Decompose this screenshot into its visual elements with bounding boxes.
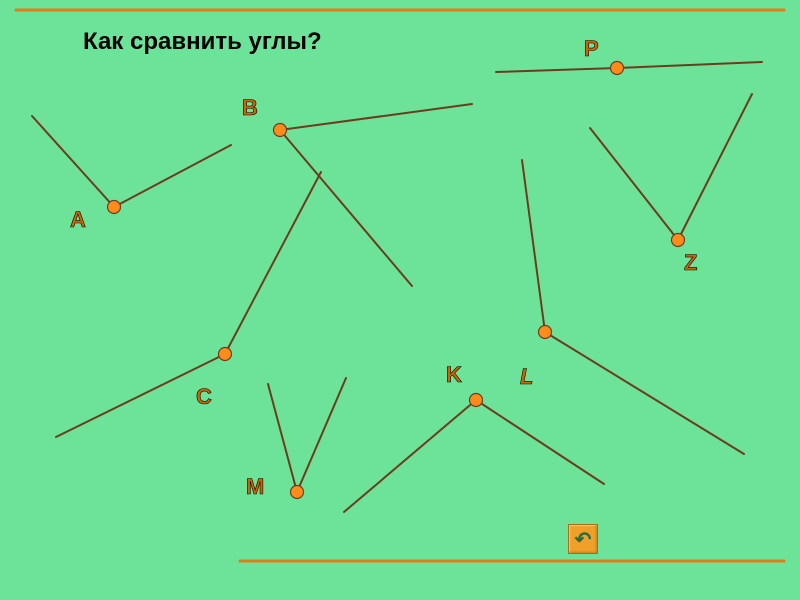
- angle-K-ray-1: [476, 400, 604, 484]
- angle-label-K: K: [446, 362, 462, 388]
- nav-back-button[interactable]: ↶: [568, 524, 598, 554]
- angle-C-ray-0: [225, 172, 321, 354]
- angle-label-B: B: [242, 95, 258, 121]
- angle-A-vertex: [108, 201, 121, 214]
- angle-P-vertex: [611, 62, 624, 75]
- angle-label-P: P: [584, 36, 599, 62]
- angle-Z-ray-1: [678, 94, 752, 240]
- angle-L-ray-0: [522, 160, 545, 332]
- angle-K-ray-0: [344, 400, 476, 512]
- angle-Z-ray-0: [590, 128, 678, 240]
- angle-B-ray-0: [280, 104, 472, 130]
- angle-L-vertex: [539, 326, 552, 339]
- angle-P-ray-0: [496, 68, 617, 72]
- angle-B-ray-1: [280, 130, 412, 286]
- angle-A-ray-1: [114, 145, 231, 207]
- angle-label-C: C: [196, 384, 212, 410]
- undo-icon: ↶: [575, 527, 592, 552]
- angle-label-A: A: [70, 207, 86, 233]
- angle-B-vertex: [274, 124, 287, 137]
- angle-M-vertex: [291, 486, 304, 499]
- angle-M-ray-1: [297, 378, 346, 492]
- angle-A-ray-0: [32, 116, 114, 207]
- slide-canvas: Как сравнить углы? ↶ A B C M K L Z P: [0, 0, 800, 600]
- angle-label-Z: Z: [684, 250, 697, 276]
- diagram-svg: [0, 0, 800, 600]
- angle-M-ray-0: [268, 384, 297, 492]
- angle-label-L: L: [520, 364, 533, 390]
- angle-C-vertex: [219, 348, 232, 361]
- angle-K-vertex: [470, 394, 483, 407]
- page-title: Как сравнить углы?: [83, 28, 322, 56]
- angle-label-M: M: [246, 474, 264, 500]
- angle-P-ray-1: [617, 62, 762, 68]
- angle-L-ray-1: [545, 332, 744, 454]
- angle-Z-vertex: [672, 234, 685, 247]
